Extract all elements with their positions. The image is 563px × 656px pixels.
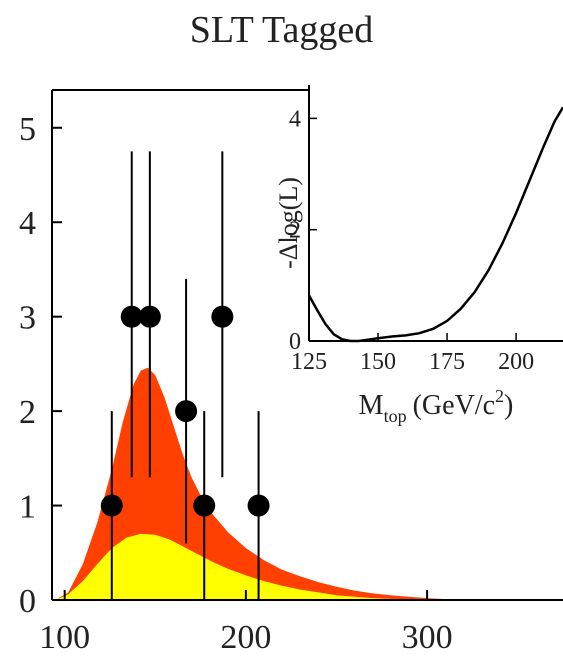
chart-title: SLT Tagged xyxy=(189,9,374,51)
data-point xyxy=(138,305,161,328)
x-tick-label: 300 xyxy=(402,619,453,656)
inset-x-tick-label: 125 xyxy=(291,349,327,375)
filled-area-1 xyxy=(55,533,446,600)
y-tick-label: 3 xyxy=(19,300,36,337)
inset-x-tick-label: 150 xyxy=(360,349,396,375)
inset-background xyxy=(309,85,563,341)
inset-y-tick-label: 4 xyxy=(289,106,301,132)
x-tick-label: 100 xyxy=(39,619,90,656)
inset-y-axis-label: -Δlog(L) xyxy=(274,177,303,269)
y-tick-label: 1 xyxy=(19,489,36,526)
data-point xyxy=(100,494,123,517)
likelihood-curve xyxy=(307,106,563,343)
x-tick-label: 200 xyxy=(220,619,271,656)
inset-x-tick-label: 200 xyxy=(498,349,534,375)
y-tick-label: 4 xyxy=(19,205,36,242)
data-point xyxy=(247,494,270,517)
inset-y-tick-label: 0 xyxy=(289,329,301,355)
data-point xyxy=(193,494,216,517)
y-tick-label: 0 xyxy=(19,583,36,620)
y-tick-label: 5 xyxy=(19,111,36,148)
y-tick-label: 2 xyxy=(19,394,36,431)
inset-x-axis-label: Mtop (GeV/c2) xyxy=(359,386,514,426)
data-point xyxy=(120,305,143,328)
data-point xyxy=(211,305,234,328)
inset-y-tick-label: 2 xyxy=(289,218,301,244)
inset-x-tick-label: 175 xyxy=(429,349,465,375)
data-point xyxy=(175,400,198,423)
